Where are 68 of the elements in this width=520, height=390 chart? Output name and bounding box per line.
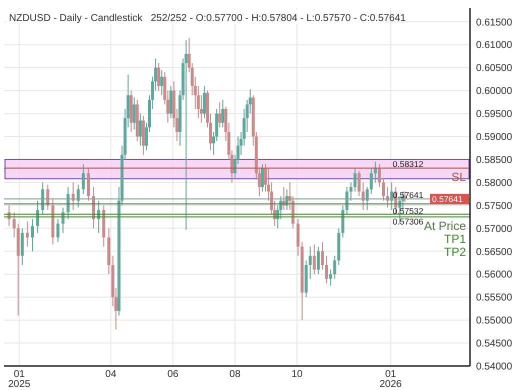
y-tick-label: 0.60500	[476, 63, 513, 74]
candlestick	[20, 228, 24, 266]
y-tick-label: 0.57000	[476, 224, 513, 235]
candlestick	[382, 177, 386, 202]
candlestick	[56, 218, 60, 243]
candlestick	[362, 182, 365, 210]
candlestick	[12, 212, 16, 238]
candlestick	[138, 113, 142, 146]
candlestick	[316, 246, 320, 275]
ref-line-label: TP2	[444, 244, 466, 259]
y-tick-label: 0.61000	[476, 40, 513, 52]
y-tick-label: 0.59500	[476, 109, 513, 120]
candlestick	[341, 204, 344, 238]
candlestick	[132, 97, 136, 130]
candlestick	[86, 168, 90, 202]
candlestick	[218, 102, 222, 128]
y-tick-label: 0.56500	[476, 246, 513, 258]
candlestick	[333, 255, 336, 280]
candlestick	[345, 186, 348, 216]
candlestick	[329, 269, 332, 286]
x-tick-label: 06	[167, 369, 179, 380]
candlestick	[325, 255, 328, 284]
x-tick-label: 08	[229, 369, 241, 380]
candlestick	[358, 170, 361, 197]
text: 0.57641	[432, 194, 463, 204]
candlestick	[26, 220, 29, 248]
candlestick	[160, 69, 164, 96]
candlestick	[354, 168, 357, 192]
candlestick	[378, 164, 381, 188]
y-tick-label: 0.55000	[476, 316, 513, 327]
candlestick	[296, 218, 300, 256]
candlestick	[30, 218, 34, 252]
candlestick	[41, 182, 44, 216]
candlestick	[320, 242, 324, 270]
candlestick	[390, 182, 394, 210]
candlestick	[260, 164, 264, 192]
annotation: 0.58312	[392, 159, 424, 170]
candlestick	[308, 246, 312, 280]
candlestick	[221, 99, 224, 128]
candlestick	[202, 86, 206, 119]
ref-line-label: TP1	[444, 232, 466, 246]
candlestick	[312, 244, 316, 275]
candlestick	[157, 62, 160, 92]
candlestick	[169, 86, 172, 119]
text: NZDUSD - Daily - Candlestick 252/252 - O:0.57700 - H:0.57804 - L:0.57570 - C:0.57641	[9, 13, 406, 24]
candlestick	[184, 40, 188, 230]
y-tick-label: 0.55500	[476, 292, 513, 304]
y-tick-label: 0.59000	[476, 132, 513, 144]
ref-line-label: At Price	[424, 218, 466, 233]
annotation: 0.57306	[392, 216, 424, 226]
y-tick-label: 0.56000	[476, 270, 513, 281]
x-tick-label: 01 2026	[380, 369, 402, 390]
candlestick	[349, 182, 352, 202]
x-tick-label: 10	[291, 369, 304, 380]
candlestick	[82, 164, 85, 194]
candlestick	[76, 184, 80, 208]
candlestick	[366, 186, 369, 210]
candlestick	[370, 168, 373, 194]
y-tick-label: 0.58500	[476, 154, 513, 166]
x-tick-label: 04	[105, 369, 117, 380]
y-tick-label: 0.58000	[476, 178, 513, 189]
x-tick-label: 01 2025	[8, 369, 31, 390]
y-tick-label: 0.54000	[476, 362, 513, 372]
y-tick-label: 0.57500	[476, 200, 513, 212]
y-tick-label: 0.61500	[476, 17, 513, 28]
y-tick-label: 0.54500	[476, 338, 513, 350]
y-tick-label: 0.60000	[476, 86, 513, 98]
candlestick	[374, 161, 377, 183]
